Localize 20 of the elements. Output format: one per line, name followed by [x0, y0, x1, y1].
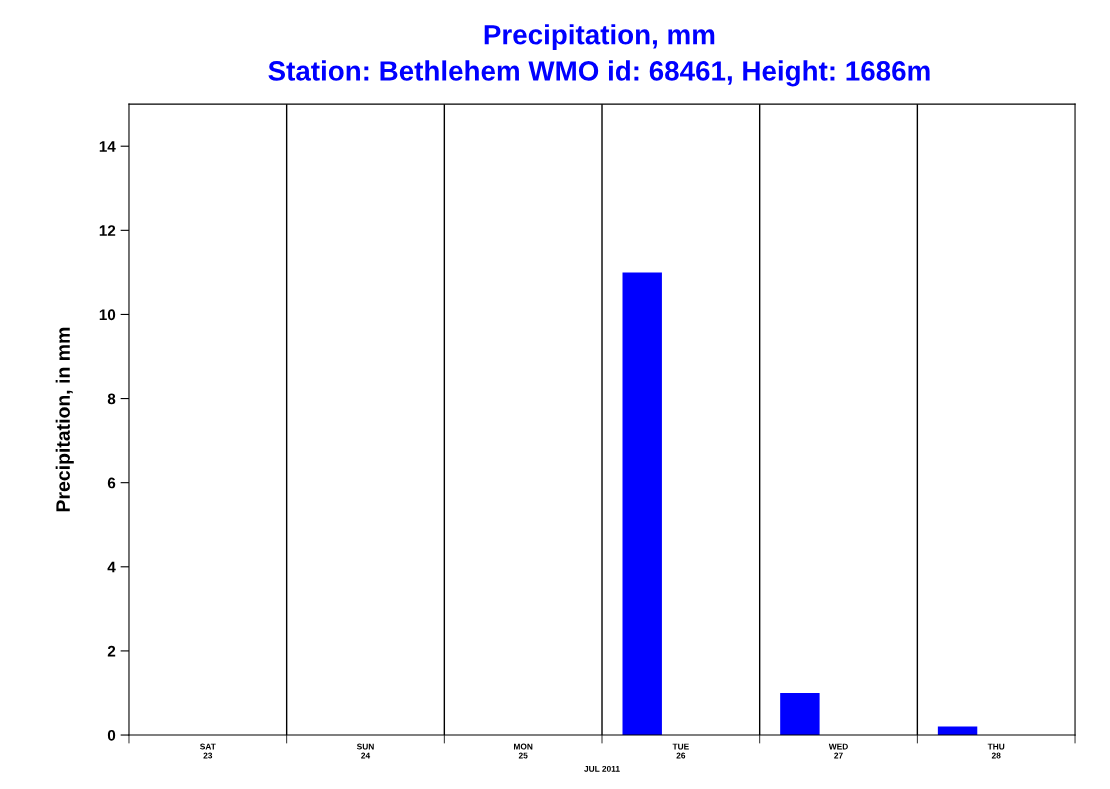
x-axis-title: JUL 2011 — [584, 765, 620, 772]
y-tick-label: 14 — [99, 141, 116, 152]
y-tick-label: 2 — [107, 645, 116, 657]
chart-title: Precipitation, mm — [484, 24, 715, 51]
x-tick-label: SAT 23 — [200, 743, 216, 759]
x-tick-label: MON 25 — [514, 743, 533, 759]
bar — [780, 692, 820, 736]
y-tick-label: 4 — [107, 561, 116, 573]
y-axis-title: Precipitation, in mm — [55, 327, 74, 512]
y-tick-label: 12 — [99, 225, 116, 236]
y-tick-label: 0 — [107, 729, 116, 741]
x-tick-label: WED 27 — [828, 743, 848, 759]
x-tick-label: THU 28 — [987, 743, 1005, 759]
chart-subtitle: Station: Bethlehem WMO id: 68461, Height: 1686m — [268, 60, 930, 87]
y-tick-label: 8 — [107, 393, 116, 405]
x-tick-label: TUE 26 — [672, 743, 689, 759]
y-tick-label: 10 — [99, 309, 116, 321]
x-tick-label: SUN 24 — [356, 743, 374, 759]
bar — [622, 272, 662, 736]
y-tick-label: 6 — [107, 477, 116, 489]
